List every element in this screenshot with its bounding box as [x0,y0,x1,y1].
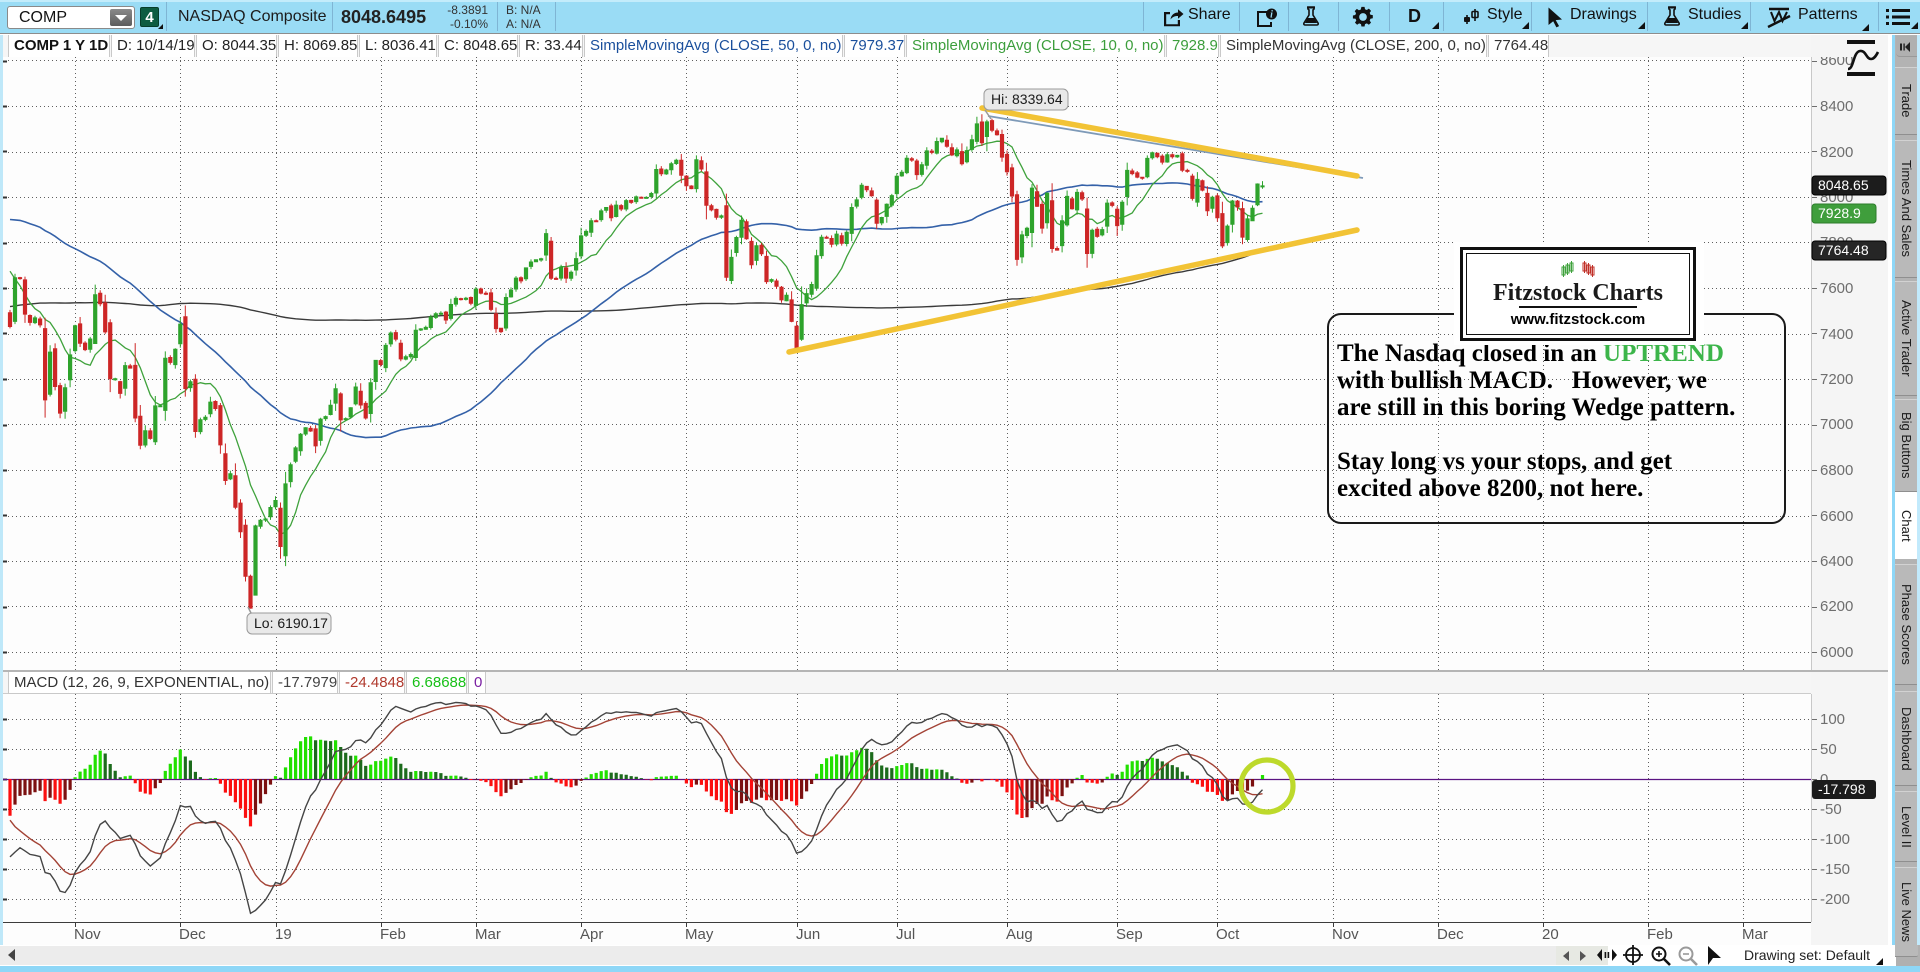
svg-text:6400: 6400 [1820,553,1853,570]
svg-text:-100: -100 [1820,831,1850,848]
svg-text:7928.9: 7928.9 [1818,205,1861,221]
svg-text:7400: 7400 [1820,326,1853,343]
svg-text:8600: 8600 [1820,57,1853,69]
svg-text:7764.48: 7764.48 [1818,242,1869,258]
svg-text:-50: -50 [1820,801,1842,818]
svg-text:7000: 7000 [1820,416,1853,433]
svg-text:0: 0 [1820,771,1828,788]
svg-text:Hi: 8339.64: Hi: 8339.64 [991,91,1063,107]
svg-text:8400: 8400 [1820,98,1853,115]
svg-text:7600: 7600 [1820,280,1853,297]
svg-text:-17.798: -17.798 [1818,781,1866,797]
svg-text:100: 100 [1820,711,1845,728]
svg-text:6200: 6200 [1820,598,1853,615]
svg-text:i: i [1270,10,1273,21]
svg-text:6000: 6000 [1820,644,1853,661]
svg-text:6800: 6800 [1820,462,1853,479]
svg-text:50: 50 [1820,741,1837,758]
svg-text:-200: -200 [1820,891,1850,908]
svg-text:7200: 7200 [1820,371,1853,388]
svg-text:6600: 6600 [1820,508,1853,525]
svg-text:-150: -150 [1820,861,1850,878]
svg-text:8048.65: 8048.65 [1818,177,1869,193]
svg-text:Lo: 6190.17: Lo: 6190.17 [254,615,328,631]
svg-text:8200: 8200 [1820,144,1853,161]
